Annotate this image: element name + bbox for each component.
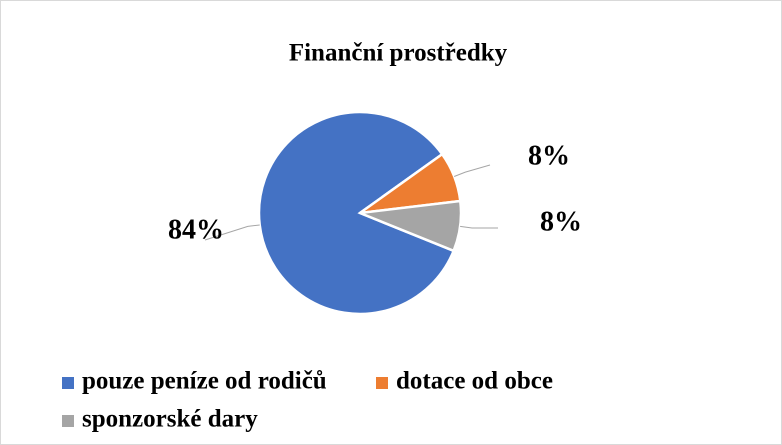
leader-line: [460, 225, 499, 229]
legend-label: dotace od obce: [396, 368, 553, 395]
legend-swatch: [62, 377, 74, 389]
data-label: 8%: [540, 206, 582, 237]
legend-swatch: [376, 377, 388, 389]
data-label: 8%: [528, 140, 570, 171]
legend-label: pouze peníze od rodičů: [82, 368, 327, 395]
chart-title: Finanční prostředky: [289, 40, 508, 67]
data-label: 84%: [168, 214, 224, 245]
leader-line: [453, 164, 491, 177]
pie-slice: [359, 199, 463, 253]
legend-swatch: [62, 415, 74, 427]
leader-line: [204, 224, 260, 241]
legend-label: sponzorské dary: [82, 406, 258, 433]
